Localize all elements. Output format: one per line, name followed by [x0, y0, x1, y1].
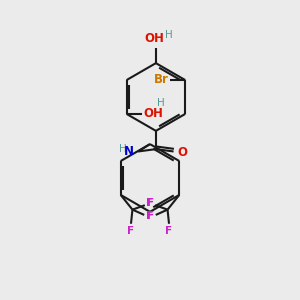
Text: O: O — [177, 146, 187, 159]
Text: F: F — [147, 198, 154, 208]
Text: H: H — [165, 30, 172, 40]
Text: F: F — [128, 226, 134, 236]
Text: F: F — [146, 211, 153, 221]
Text: F: F — [146, 198, 153, 208]
Text: OH: OH — [143, 106, 163, 119]
Text: N: N — [124, 145, 134, 158]
Text: H: H — [157, 98, 165, 108]
Text: F: F — [147, 211, 154, 221]
Text: F: F — [166, 226, 172, 236]
Text: OH: OH — [145, 32, 164, 46]
Text: H: H — [119, 144, 127, 154]
Text: Br: Br — [154, 73, 168, 86]
